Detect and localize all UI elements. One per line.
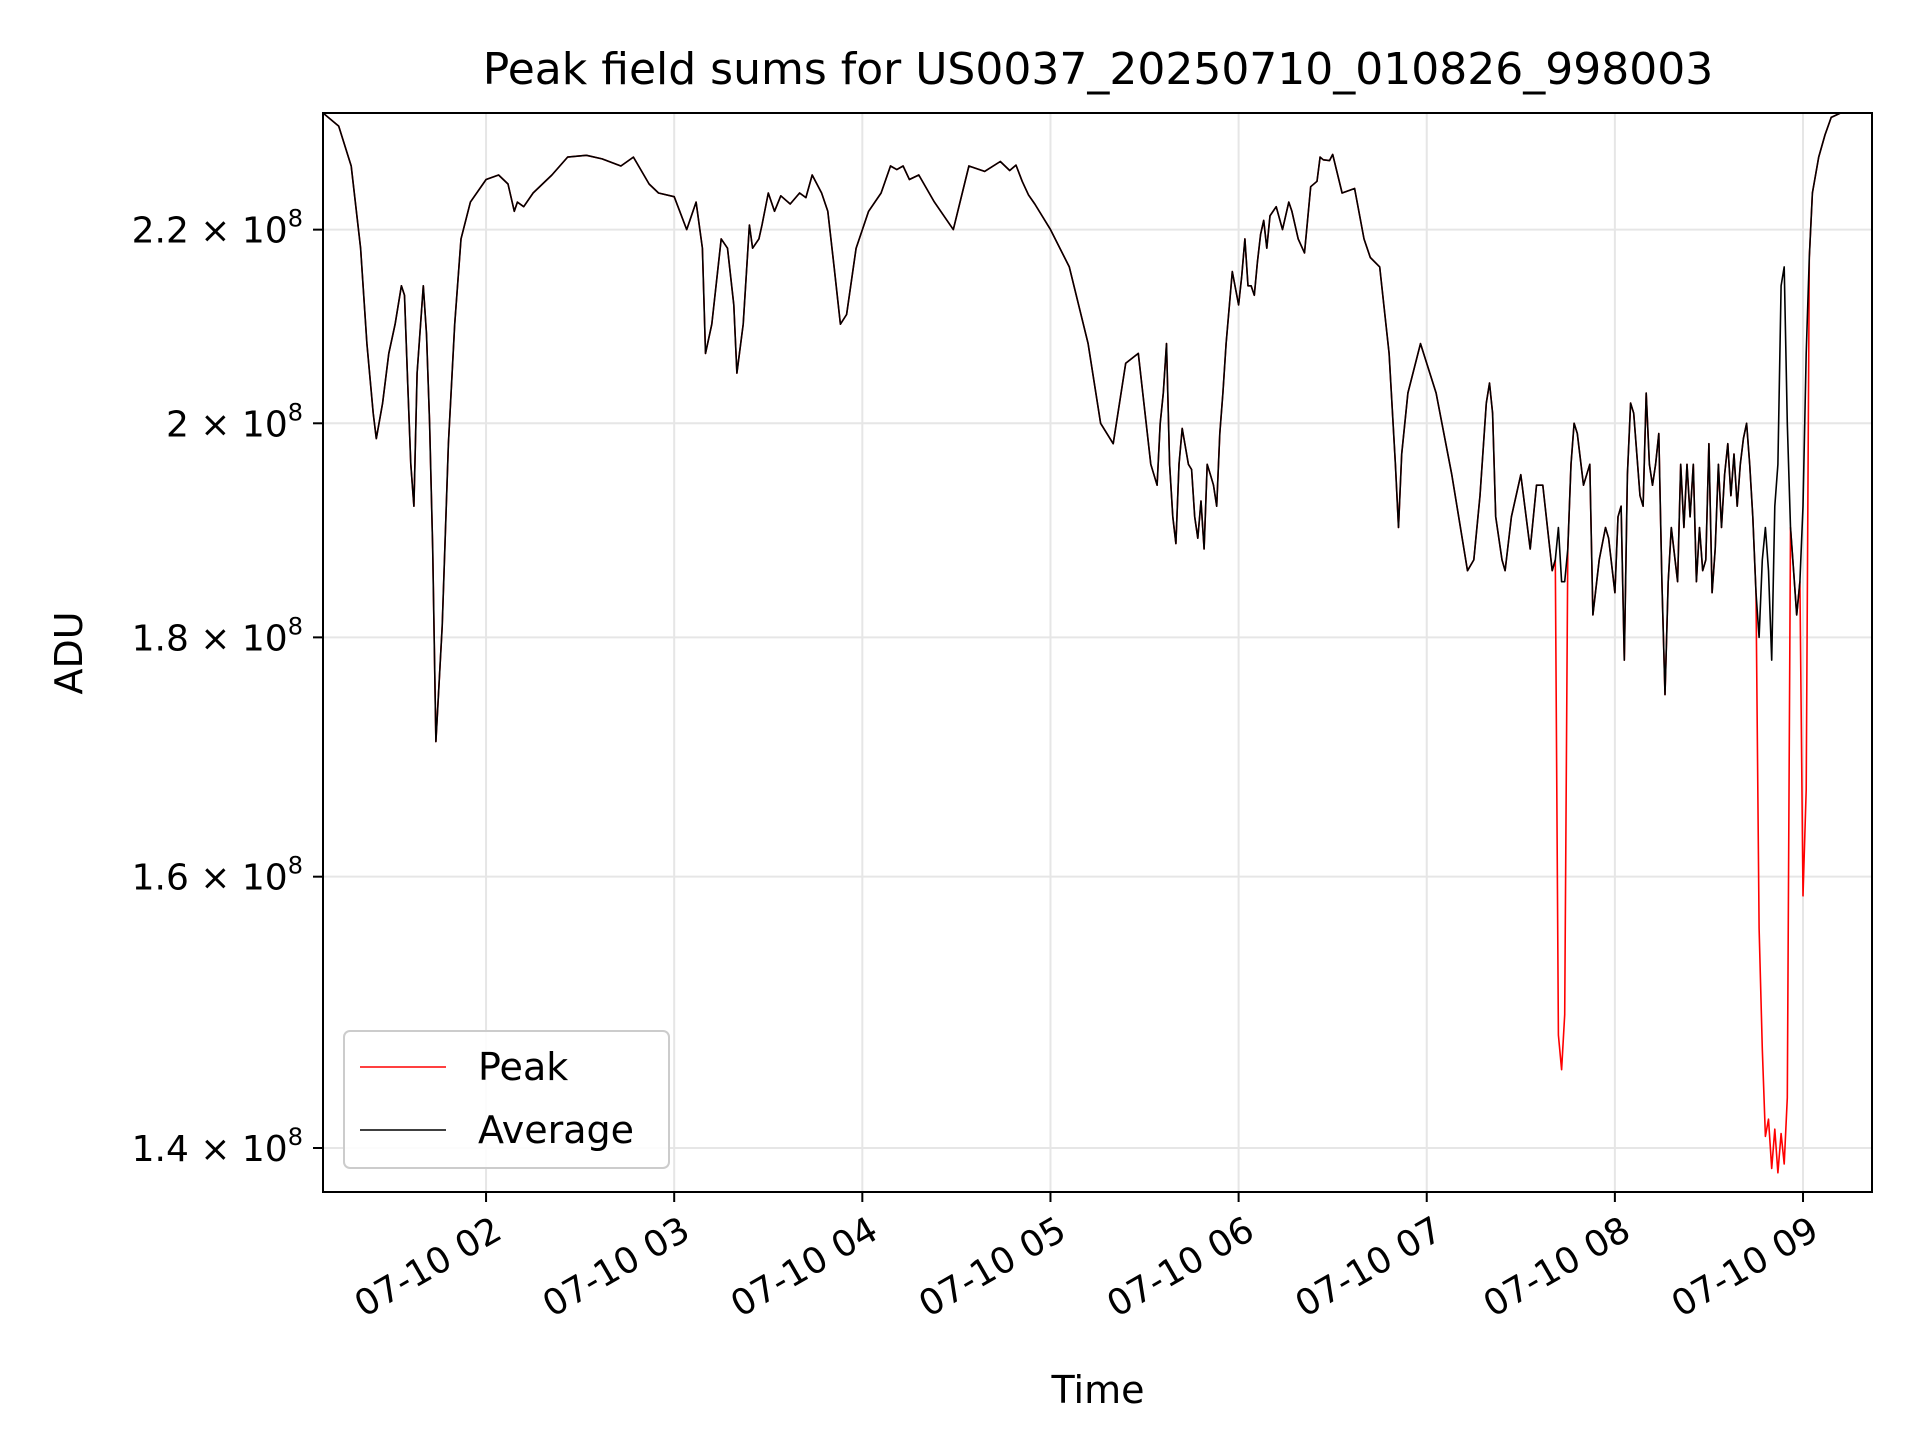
y-tick-label: 2 × 108 [166,398,303,445]
y-tick-label: 1.6 × 108 [132,852,303,899]
y-axis-ticks: 1.4 × 108 1.6 × 108 1.8 × 108 2 × 108 2.2 × … [132,205,323,1170]
x-gridlines [485,113,1805,1192]
y-axis-label: ADU [47,611,91,694]
plot-area-frame [322,112,1873,1193]
legend-label-peak: Peak [478,1045,568,1089]
y-tick-label: 1.8 × 108 [132,612,303,659]
x-axis-label: Time [1051,1368,1145,1412]
y-tick-label: 1.4 × 108 [132,1123,303,1170]
series-line-average [323,113,1841,743]
chart-title: Peak field sums for US0037_20250710_0108… [483,44,1713,95]
legend-label-average: Average [478,1108,634,1152]
y-tick-label: 2.2 × 108 [132,205,303,252]
legend: Peak Average [343,1030,670,1169]
legend-box [343,1030,670,1169]
